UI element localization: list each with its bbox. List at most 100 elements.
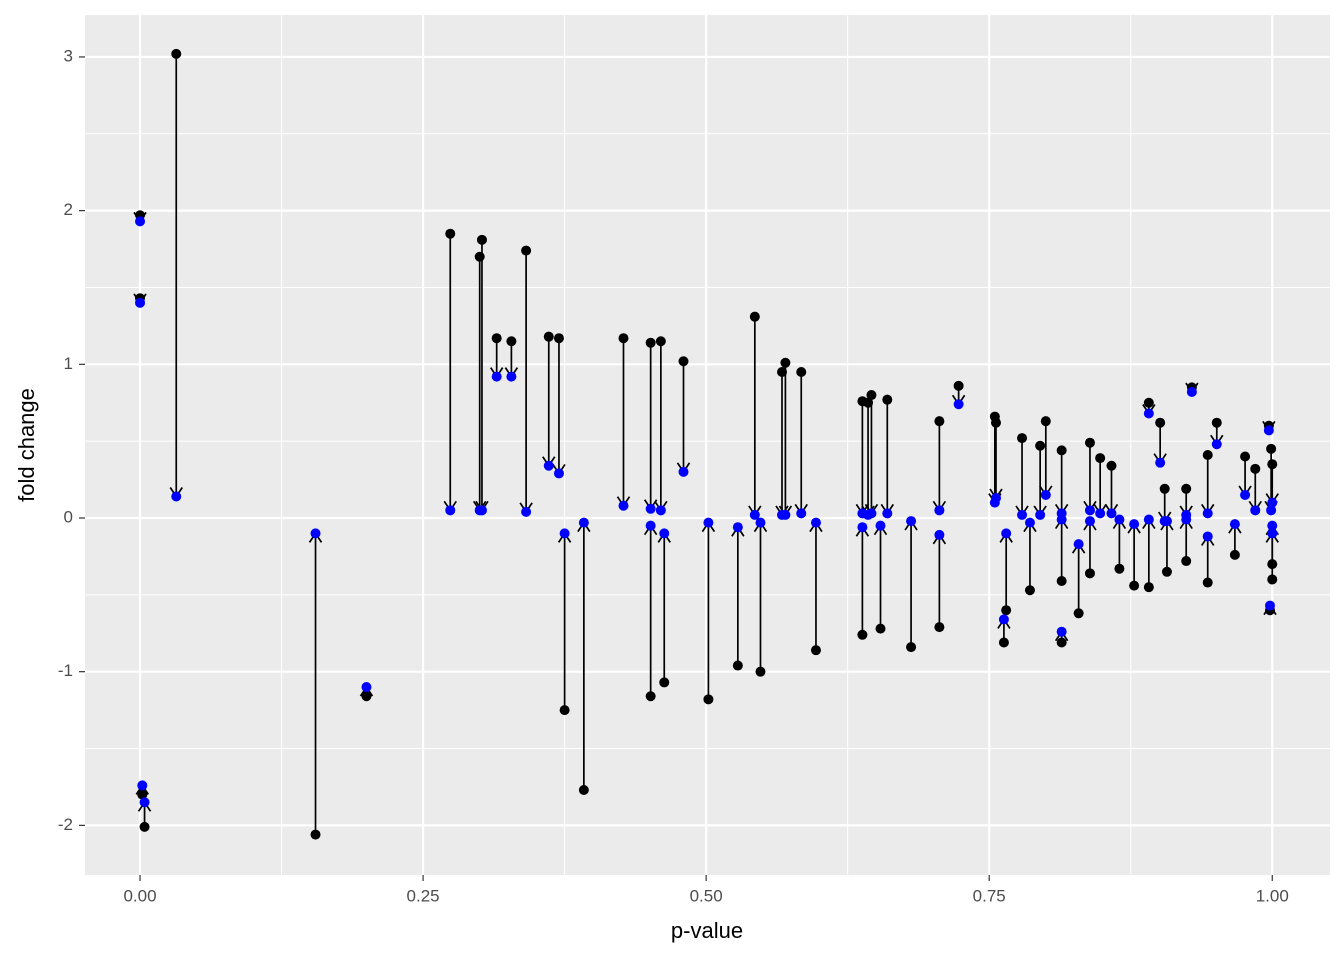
x-tick-label: 0.75	[973, 886, 1006, 905]
start-point	[1240, 451, 1251, 462]
y-tick-label: 0	[64, 507, 73, 526]
end-point	[310, 528, 321, 539]
end-point	[906, 516, 917, 527]
end-point	[1056, 514, 1067, 525]
start-point	[1143, 397, 1154, 408]
end-point	[361, 682, 372, 693]
start-point	[1040, 416, 1051, 427]
end-point	[645, 520, 656, 531]
y-axis-title: fold change	[14, 388, 39, 502]
start-point	[703, 694, 714, 705]
start-point	[953, 380, 964, 391]
marks	[133, 48, 1279, 840]
start-point	[171, 48, 182, 59]
end-point	[1024, 517, 1035, 528]
end-point	[1095, 508, 1106, 519]
start-point	[857, 629, 868, 640]
x-axis-title: p-value	[671, 918, 743, 943]
start-point	[906, 642, 917, 653]
end-point	[1250, 505, 1261, 516]
start-point	[678, 356, 689, 367]
start-point	[655, 336, 666, 347]
start-point	[1129, 580, 1140, 591]
start-point	[1267, 574, 1278, 585]
end-point	[1106, 508, 1117, 519]
end-point	[1202, 508, 1213, 519]
start-point	[506, 336, 517, 347]
start-point	[1250, 463, 1261, 474]
end-point	[137, 780, 148, 791]
start-point	[659, 677, 670, 688]
start-point	[1084, 437, 1095, 448]
end-point	[1084, 516, 1095, 527]
end-point	[875, 520, 886, 531]
start-point	[645, 691, 656, 702]
start-point	[1106, 460, 1117, 471]
y-tick-label: 1	[64, 354, 73, 373]
x-tick-label: 1.00	[1256, 886, 1289, 905]
end-point	[1267, 520, 1278, 531]
end-point	[1035, 509, 1046, 520]
start-point	[1017, 433, 1028, 444]
start-point	[749, 311, 760, 322]
start-point	[810, 645, 821, 656]
end-point	[1143, 514, 1154, 525]
start-point	[755, 666, 766, 677]
end-point	[755, 517, 766, 528]
end-point	[749, 509, 760, 520]
end-point	[1263, 425, 1274, 436]
end-point	[1267, 528, 1278, 539]
start-point	[1084, 568, 1095, 579]
end-point	[171, 491, 182, 502]
end-point	[1143, 408, 1154, 419]
end-point	[1017, 509, 1028, 520]
start-point	[1161, 566, 1172, 577]
start-point	[732, 660, 743, 671]
end-point	[1186, 386, 1197, 397]
end-point	[678, 466, 689, 477]
start-point	[1056, 576, 1067, 587]
end-point	[1155, 457, 1166, 468]
start-point	[137, 789, 148, 800]
start-point	[1266, 443, 1277, 454]
end-point	[578, 517, 589, 528]
start-point	[1267, 559, 1278, 570]
end-point	[1202, 531, 1213, 542]
end-point	[476, 505, 487, 516]
start-point	[1267, 459, 1278, 470]
start-point	[445, 228, 456, 239]
end-point	[655, 505, 666, 516]
start-point	[780, 357, 791, 368]
start-point	[1143, 582, 1154, 593]
start-point	[1056, 445, 1067, 456]
end-point	[1001, 528, 1012, 539]
start-point	[543, 331, 554, 342]
start-point	[1202, 577, 1213, 588]
end-point	[732, 522, 743, 533]
start-point	[934, 622, 945, 633]
end-point	[543, 460, 554, 471]
end-point	[780, 509, 791, 520]
end-point	[1114, 514, 1125, 525]
y-tick-label: 3	[64, 46, 73, 65]
start-point	[1035, 440, 1046, 451]
x-tick-label: 0.50	[690, 886, 723, 905]
start-point	[777, 367, 788, 378]
end-point	[506, 371, 517, 382]
end-point	[559, 528, 570, 539]
end-point	[796, 508, 807, 519]
start-point	[882, 394, 893, 405]
end-point	[1264, 600, 1275, 611]
end-point	[857, 522, 868, 533]
end-point	[491, 371, 502, 382]
end-point	[998, 614, 1009, 625]
end-point	[990, 493, 1001, 504]
end-point	[139, 797, 150, 808]
start-point	[1095, 453, 1106, 464]
end-point	[863, 509, 874, 520]
end-point	[1211, 439, 1222, 450]
end-point	[953, 399, 964, 410]
end-point	[521, 506, 532, 517]
end-point	[645, 503, 656, 514]
